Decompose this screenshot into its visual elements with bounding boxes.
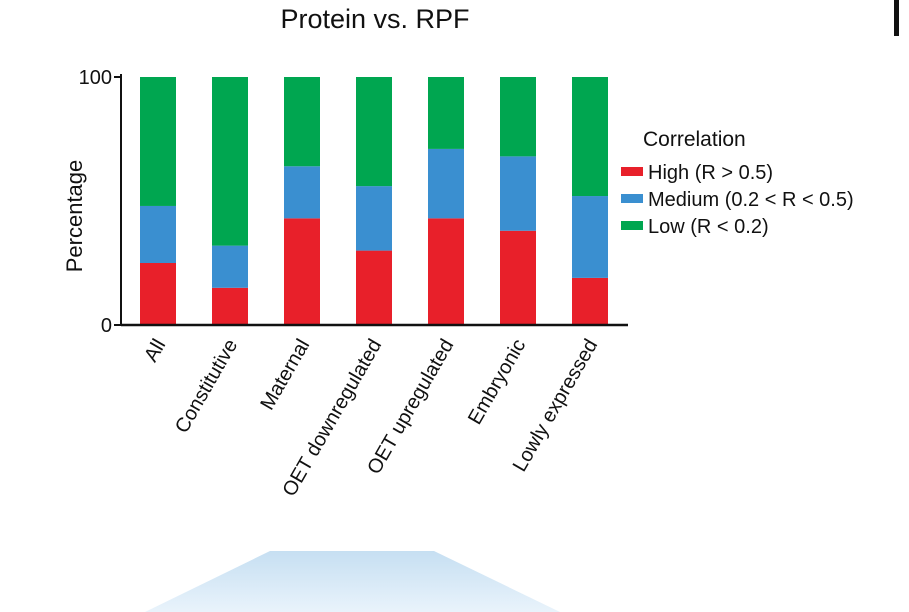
bar-segment-high	[500, 230, 536, 325]
bar-segment-high	[140, 263, 176, 325]
legend-swatch	[621, 194, 643, 203]
bars	[140, 77, 608, 325]
bar-segment-low	[356, 77, 392, 187]
y-tick-label: 0	[101, 315, 112, 337]
bar-segment-high	[212, 287, 248, 325]
category-label: Embryonic	[464, 336, 530, 429]
bar-segment-high	[572, 277, 608, 325]
legend: Correlation High (R > 0.5) Medium (0.2 < …	[621, 128, 854, 238]
corner-bar	[894, 0, 899, 36]
y-ticks: 0 100	[79, 67, 121, 337]
bar-segment-medium	[500, 156, 536, 231]
bar-segment-medium	[284, 166, 320, 219]
category-label: Maternal	[256, 336, 314, 414]
bar-segment-low	[500, 77, 536, 157]
bar-segment-high	[428, 218, 464, 325]
bar-segment-low	[212, 77, 248, 246]
bar-segment-low	[428, 77, 464, 149]
category-label: Constitutive	[171, 336, 242, 437]
bar-segment-low	[140, 77, 176, 206]
bar-segment-medium	[428, 148, 464, 219]
bottom-decoration	[145, 551, 560, 612]
bar-segment-low	[572, 77, 608, 197]
bar-segment-low	[284, 77, 320, 167]
legend-title: Correlation	[643, 128, 746, 151]
legend-entry: High (R > 0.5)	[648, 162, 773, 184]
bar-segment-medium	[356, 186, 392, 251]
bar-segment-high	[284, 218, 320, 325]
legend-entry: Medium (0.2 < R < 0.5)	[648, 189, 854, 211]
legend-swatch	[621, 167, 643, 176]
category-label: All	[140, 336, 170, 366]
bar-segment-medium	[572, 196, 608, 278]
legend-entry: Low (R < 0.2)	[648, 216, 769, 238]
bar-segment-medium	[212, 245, 248, 288]
y-tick-label: 100	[79, 67, 112, 89]
bar-segment-medium	[140, 205, 176, 263]
bar-segment-high	[356, 250, 392, 325]
y-axis-label: Percentage	[62, 160, 87, 273]
legend-swatch	[621, 221, 643, 230]
chart-title: Protein vs. RPF	[280, 4, 469, 34]
